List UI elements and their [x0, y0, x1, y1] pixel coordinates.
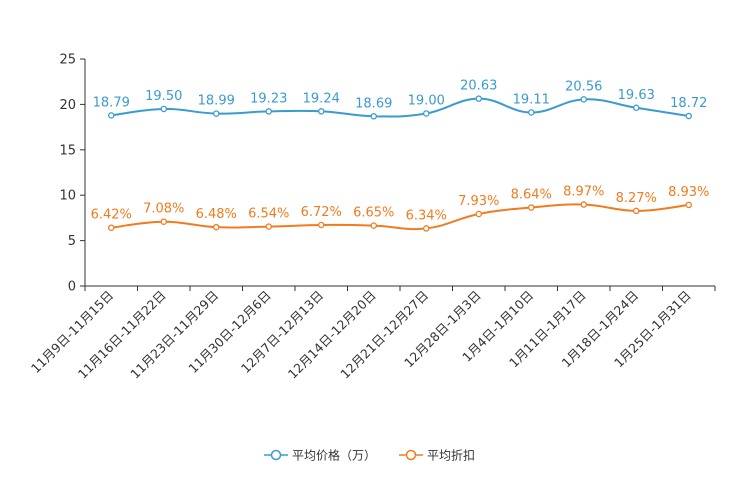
legend-marker-icon	[270, 449, 282, 461]
data-point	[580, 96, 588, 103]
legend-item-2[interactable]: 平均折扣	[399, 448, 475, 463]
data-point	[580, 201, 588, 208]
x-tick-label: 11月16日-11月22日	[75, 288, 169, 382]
y-tick-label: 20	[59, 98, 76, 113]
data-label: 6.54%	[248, 207, 289, 222]
legend-label: 平均价格（万）	[292, 448, 376, 463]
series-layer: 18.79 19.50 18.99 19.23 19.24 18.69 19.00 20.63…	[91, 79, 709, 232]
data-label: 7.93%	[458, 194, 499, 209]
x-tick-label: 12月21日-12月27日	[337, 288, 431, 382]
data-point	[317, 221, 325, 229]
data-point	[633, 207, 640, 215]
y-tick-label: 5	[68, 234, 76, 249]
data-label: 6.42%	[91, 208, 132, 223]
x-tick-label: 11月23日-11月29日	[127, 288, 221, 382]
series-line	[111, 97, 689, 118]
data-label: 19.63	[618, 88, 655, 103]
data-label: 19.23	[250, 91, 287, 106]
data-point	[685, 112, 693, 120]
data-point	[265, 223, 272, 230]
x-tick-label: 12月14日-12月20日	[285, 288, 379, 382]
data-point	[317, 108, 325, 115]
data-label: 19.24	[303, 91, 340, 106]
y-tick-label: 10	[59, 189, 76, 204]
data-point	[212, 110, 220, 117]
data-label: 20.56	[565, 79, 602, 94]
series-line	[111, 203, 689, 231]
data-label: 7.08%	[143, 202, 184, 217]
data-point	[685, 201, 693, 209]
chart-legend[interactable]: 平均价格（万） 平均折扣	[264, 448, 475, 463]
legend-item-1[interactable]: 平均价格（万）	[264, 448, 376, 463]
data-label: 18.69	[355, 96, 392, 111]
data-label: 6.48%	[196, 207, 237, 222]
data-label: 19.00	[408, 93, 445, 108]
data-label: 20.63	[460, 79, 497, 94]
y-tick-label: 25	[59, 53, 76, 68]
y-tick-label: 0	[68, 280, 76, 295]
legend-marker-icon	[405, 449, 417, 461]
data-label: 18.79	[93, 95, 130, 110]
data-point	[160, 105, 167, 113]
data-point	[475, 210, 482, 218]
series-2: 6.42% 7.08% 6.48% 6.54% 6.72% 6.65% 6.34% 7.93%…	[91, 185, 709, 232]
data-label: 6.72%	[301, 205, 342, 220]
data-point	[370, 222, 377, 229]
data-label: 6.65%	[353, 206, 394, 221]
data-point	[475, 95, 482, 102]
data-label: 8.97%	[563, 185, 604, 200]
data-label: 18.99	[198, 94, 235, 109]
data-point	[265, 108, 272, 115]
data-point	[422, 110, 430, 117]
data-label: 19.50	[145, 89, 182, 104]
data-point	[108, 224, 115, 231]
data-label: 8.64%	[511, 188, 552, 203]
data-point	[422, 225, 430, 232]
data-label: 8.27%	[616, 191, 657, 206]
data-point	[370, 113, 377, 120]
data-point	[212, 223, 220, 231]
data-label: 6.34%	[406, 208, 447, 223]
data-point	[528, 204, 535, 211]
series-1: 18.79 19.50 18.99 19.23 19.24 18.69 19.00 20.63…	[93, 79, 707, 120]
y-tick-label: 15	[59, 143, 76, 158]
data-point	[633, 104, 640, 112]
data-point	[160, 218, 167, 225]
data-label: 19.11	[513, 92, 550, 107]
data-point	[528, 109, 535, 116]
data-point	[108, 112, 115, 119]
data-label: 8.93%	[668, 185, 709, 200]
legend-label: 平均折扣	[427, 448, 475, 463]
data-label: 18.72	[670, 96, 707, 111]
